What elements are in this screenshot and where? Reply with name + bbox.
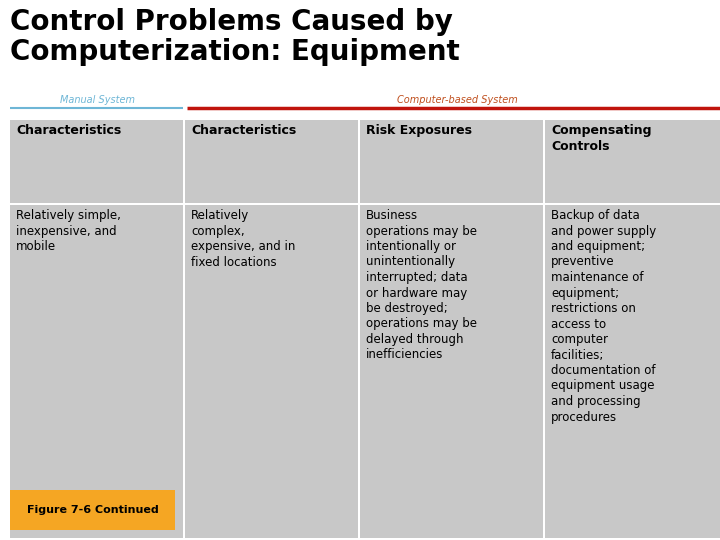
Text: Control Problems Caused by
Computerization: Equipment: Control Problems Caused by Computerizati… (10, 8, 460, 66)
Text: Characteristics: Characteristics (191, 124, 296, 137)
Text: Risk Exposures: Risk Exposures (366, 124, 472, 137)
Text: Relatively simple,
inexpensive, and
mobile: Relatively simple, inexpensive, and mobi… (16, 209, 121, 253)
Text: Characteristics: Characteristics (16, 124, 121, 137)
Text: Computer-based System: Computer-based System (397, 95, 518, 105)
Text: Relatively
complex,
expensive, and in
fixed locations: Relatively complex, expensive, and in fi… (191, 209, 295, 268)
Text: Figure 7-6 Continued: Figure 7-6 Continued (27, 505, 158, 515)
Text: Compensating
Controls: Compensating Controls (551, 124, 652, 152)
Text: Manual System: Manual System (60, 95, 135, 105)
Text: Business
operations may be
intentionally or
unintentionally
interrupted; data
or: Business operations may be intentionally… (366, 209, 477, 361)
Text: Backup of data
and power supply
and equipment;
preventive
maintenance of
equipme: Backup of data and power supply and equi… (551, 209, 656, 423)
